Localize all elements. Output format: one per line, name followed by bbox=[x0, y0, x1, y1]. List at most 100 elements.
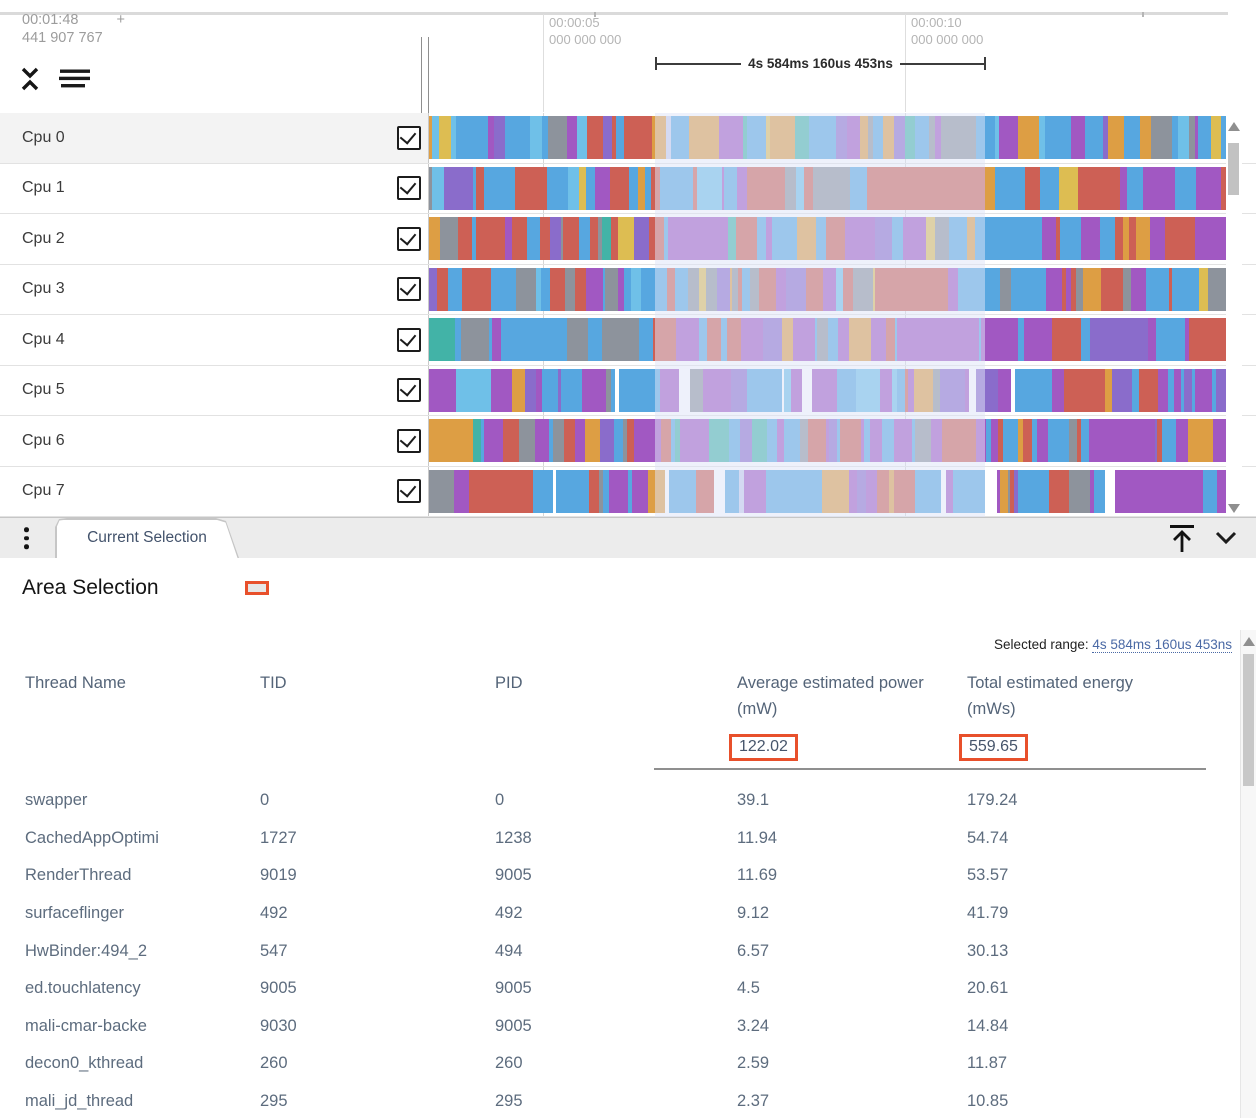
track-checkbox[interactable] bbox=[397, 125, 421, 150]
table-row[interactable]: decon0_kthread 260 260 2.59 11.87 bbox=[0, 1045, 1240, 1083]
details-tab-bar: Current Selection bbox=[0, 517, 1256, 558]
track-checkbox[interactable] bbox=[397, 327, 421, 352]
cpu-track-row[interactable]: Cpu 4 bbox=[0, 315, 1256, 366]
track-slices[interactable] bbox=[429, 116, 1226, 159]
cell-avg-power: 4.5 bbox=[737, 979, 760, 998]
track-label: Cpu 4 bbox=[22, 330, 65, 348]
collapse-panel-chevron-icon[interactable] bbox=[1214, 530, 1238, 546]
overview-marker bbox=[1142, 12, 1144, 17]
track-slices[interactable] bbox=[429, 267, 1226, 311]
track-checkbox[interactable] bbox=[397, 277, 421, 302]
thread-table-body: swapper 0 0 39.1 179.24 CachedAppOptimi … bbox=[0, 782, 1240, 1118]
selection-duration-marker: 4s 584ms 160us 453ns bbox=[655, 56, 986, 71]
details-scrollbar[interactable] bbox=[1240, 630, 1256, 1118]
track-checkbox[interactable] bbox=[397, 479, 421, 504]
track-label-cell[interactable]: Cpu 2 bbox=[0, 214, 428, 264]
overview-timeline-bar[interactable] bbox=[0, 12, 1228, 15]
track-checkbox[interactable] bbox=[397, 378, 421, 403]
track-slices[interactable] bbox=[429, 166, 1226, 210]
time-gridline bbox=[543, 113, 544, 517]
cpu-track-row[interactable]: Cpu 2 bbox=[0, 214, 1256, 265]
cell-tid: 9030 bbox=[260, 1016, 297, 1035]
track-slices[interactable] bbox=[429, 318, 1226, 361]
clock-time: 00:01:48 bbox=[22, 12, 79, 28]
cell-total-energy: 14.84 bbox=[967, 1016, 1009, 1035]
table-row[interactable]: CachedAppOptimi 1727 1238 11.94 54.74 bbox=[0, 820, 1240, 858]
table-row[interactable]: surfaceflinger 492 492 9.12 41.79 bbox=[0, 895, 1240, 933]
scrollbar-thumb[interactable] bbox=[1243, 654, 1254, 786]
table-row[interactable]: RenderThread 9019 9005 11.69 53.57 bbox=[0, 857, 1240, 895]
cpu-track-row[interactable]: Cpu 0 bbox=[0, 113, 1256, 164]
cell-pid: 0 bbox=[495, 791, 505, 810]
track-label-cell[interactable]: Cpu 5 bbox=[0, 365, 428, 415]
cell-total-energy: 30.13 bbox=[967, 941, 1009, 960]
cell-total-energy: 41.79 bbox=[967, 904, 1009, 923]
track-list: Cpu 0 Cpu 1 Cpu 2 Cpu 3 Cpu 4 Cpu 5 bbox=[0, 113, 1256, 517]
panel-resize-handle[interactable] bbox=[427, 37, 429, 113]
scroll-up-arrow[interactable] bbox=[1243, 637, 1255, 646]
table-row[interactable]: mali-cmar-backe 9030 9005 3.24 14.84 bbox=[0, 1008, 1240, 1046]
track-slices[interactable] bbox=[429, 469, 1226, 513]
track-label-cell[interactable]: Cpu 3 bbox=[0, 264, 428, 314]
cpu-track-row[interactable]: Cpu 1 bbox=[0, 163, 1256, 214]
cell-pid: 260 bbox=[495, 1054, 523, 1073]
track-slices[interactable] bbox=[429, 419, 1226, 462]
cell-thread-name: HwBinder:494_2 bbox=[25, 941, 147, 960]
clock-plus: + bbox=[116, 12, 125, 28]
cell-avg-power: 3.24 bbox=[737, 1016, 770, 1035]
tracks-scrollbar[interactable] bbox=[1226, 117, 1242, 514]
cell-thread-name: decon0_kthread bbox=[25, 1054, 144, 1073]
track-checkbox[interactable] bbox=[397, 428, 421, 453]
current-selection-tab[interactable]: Current Selection bbox=[55, 518, 239, 558]
scrollbar-thumb[interactable] bbox=[1228, 143, 1239, 195]
cpu-track-rows: Cpu 0 Cpu 1 Cpu 2 Cpu 3 Cpu 4 Cpu 5 bbox=[0, 113, 1256, 517]
cell-avg-power: 9.12 bbox=[737, 904, 770, 923]
cpu-track-row[interactable]: Cpu 7 bbox=[0, 466, 1256, 517]
selected-range-value[interactable]: 4s 584ms 160us 453ns bbox=[1092, 637, 1232, 653]
expand-panel-up-icon[interactable] bbox=[1168, 522, 1196, 554]
panel-resize-handle[interactable] bbox=[420, 37, 422, 113]
track-label-cell[interactable]: Cpu 0 bbox=[0, 113, 428, 163]
track-checkbox[interactable] bbox=[397, 226, 421, 251]
time-tick: 00:00:05 000 000 000 bbox=[543, 14, 621, 112]
table-row[interactable]: HwBinder:494_2 547 494 6.57 30.13 bbox=[0, 932, 1240, 970]
track-checkbox[interactable] bbox=[397, 176, 421, 201]
selection-duration-label: 4s 584ms 160us 453ns bbox=[748, 56, 893, 71]
cell-total-energy: 53.57 bbox=[967, 866, 1009, 885]
cpu-track-row[interactable]: Cpu 3 bbox=[0, 264, 1256, 315]
track-label-cell[interactable]: Cpu 1 bbox=[0, 163, 428, 213]
scroll-up-arrow[interactable] bbox=[1228, 122, 1240, 131]
table-row[interactable]: ed.touchlatency 9005 9005 4.5 20.61 bbox=[0, 970, 1240, 1008]
collapse-tracks-icon[interactable] bbox=[19, 66, 41, 92]
cell-pid: 9005 bbox=[495, 866, 532, 885]
cell-thread-name: CachedAppOptimi bbox=[25, 828, 159, 847]
cell-avg-power: 11.69 bbox=[737, 866, 778, 885]
clear-all-icon[interactable] bbox=[57, 68, 91, 90]
marker-line bbox=[899, 62, 984, 65]
col-total-energy: Total estimated energy (mWs) bbox=[967, 674, 1134, 718]
detail-tab[interactable] bbox=[244, 581, 269, 595]
cpu-track-row[interactable]: Cpu 6 bbox=[0, 416, 1256, 467]
tick-time: 00:00:05 bbox=[549, 15, 600, 30]
track-label-cell[interactable]: Cpu 4 bbox=[0, 315, 428, 365]
track-slices[interactable] bbox=[429, 368, 1226, 412]
marker-right-tick bbox=[984, 57, 986, 70]
tick-sub: 000 000 000 bbox=[911, 32, 984, 47]
summary-avg-power: 122.02 bbox=[729, 734, 798, 761]
selected-range: Selected range: 4s 584ms 160us 453ns bbox=[994, 637, 1232, 653]
cell-thread-name: mali_jd_thread bbox=[25, 1092, 134, 1111]
cell-avg-power: 2.59 bbox=[737, 1054, 770, 1073]
cell-total-energy: 11.87 bbox=[967, 1054, 1008, 1073]
table-row[interactable]: swapper 0 0 39.1 179.24 bbox=[0, 782, 1240, 820]
track-label-cell[interactable]: Cpu 6 bbox=[0, 416, 428, 466]
track-label: Cpu 3 bbox=[22, 280, 65, 298]
scroll-down-arrow[interactable] bbox=[1228, 504, 1240, 513]
track-slices[interactable] bbox=[429, 217, 1226, 260]
cell-pid: 9005 bbox=[495, 1016, 532, 1035]
table-row[interactable]: mali_jd_thread 295 295 2.37 10.85 bbox=[0, 1083, 1240, 1118]
track-label: Cpu 1 bbox=[22, 179, 65, 197]
selected-range-label: Selected range: bbox=[994, 637, 1089, 652]
track-label-cell[interactable]: Cpu 7 bbox=[0, 466, 428, 516]
kebab-menu-icon[interactable] bbox=[22, 525, 31, 551]
cpu-track-row[interactable]: Cpu 5 bbox=[0, 365, 1256, 416]
